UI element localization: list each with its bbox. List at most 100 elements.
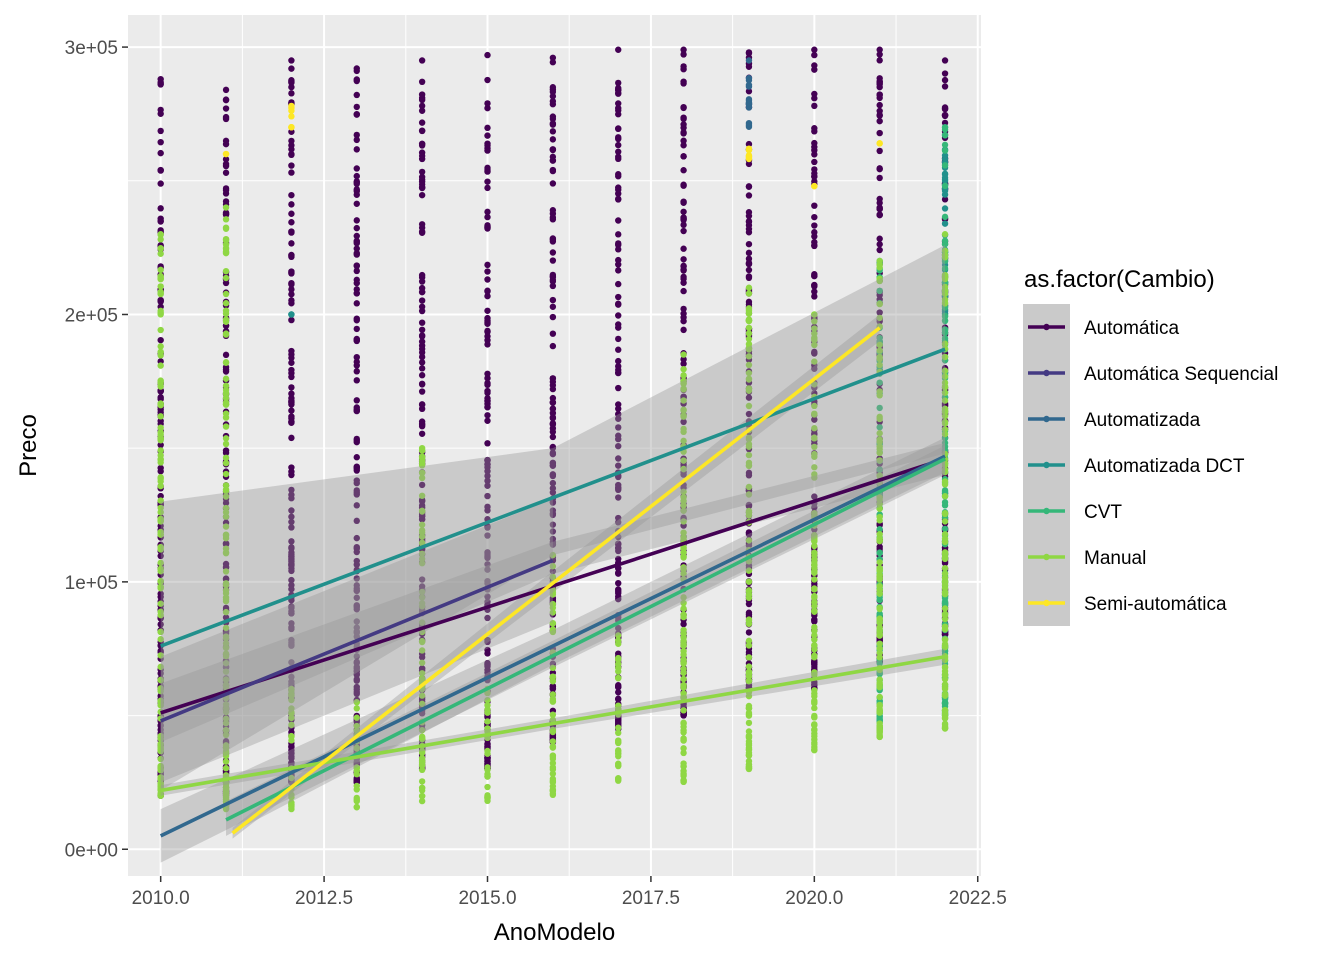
data-point xyxy=(418,453,426,460)
data-point xyxy=(876,404,883,412)
data-point xyxy=(222,786,230,793)
data-point xyxy=(615,300,622,307)
data-point xyxy=(615,100,622,107)
data-point xyxy=(941,240,949,248)
legend-label: Automatizada xyxy=(1084,410,1201,431)
data-point xyxy=(680,103,687,111)
fit-line xyxy=(160,457,946,715)
data-point xyxy=(288,507,295,514)
data-point xyxy=(615,186,622,193)
data-point xyxy=(680,256,687,263)
data-point xyxy=(418,191,426,199)
data-point xyxy=(941,205,949,212)
data-point xyxy=(157,559,164,567)
data-point xyxy=(745,212,753,220)
data-point xyxy=(353,765,360,772)
data-point xyxy=(549,425,557,432)
data-point xyxy=(876,660,883,667)
data-point xyxy=(941,478,949,485)
data-point xyxy=(157,692,164,700)
data-point xyxy=(157,452,164,459)
legend-key-point xyxy=(1043,369,1050,377)
data-point xyxy=(418,507,426,514)
data-point xyxy=(484,532,491,539)
data-point xyxy=(745,728,753,735)
data-point xyxy=(811,592,818,600)
data-point xyxy=(484,456,491,464)
data-point xyxy=(876,438,883,446)
data-point xyxy=(288,513,295,520)
data-point xyxy=(222,523,230,530)
data-point xyxy=(157,435,164,442)
data-point xyxy=(222,225,230,232)
data-point xyxy=(549,664,557,672)
data-point xyxy=(811,493,818,500)
data-point xyxy=(222,749,230,757)
data-point xyxy=(745,249,753,257)
data-point xyxy=(680,605,687,612)
data-point xyxy=(222,587,230,594)
data-point xyxy=(615,587,622,595)
data-point xyxy=(876,424,883,431)
data-point xyxy=(288,524,295,531)
data-point xyxy=(745,81,753,89)
legend-label: Automatizada DCT xyxy=(1084,456,1245,477)
data-point xyxy=(353,587,360,595)
data-point xyxy=(288,65,295,72)
data-point xyxy=(418,332,426,339)
data-point xyxy=(811,654,818,661)
data-point xyxy=(941,335,949,342)
data-point xyxy=(745,273,753,280)
data-point xyxy=(876,702,883,710)
data-point xyxy=(745,752,753,759)
data-point xyxy=(222,701,230,708)
data-point xyxy=(876,347,883,354)
data-point xyxy=(353,172,360,180)
data-point xyxy=(876,654,883,661)
data-point xyxy=(615,79,622,87)
data-point xyxy=(615,750,622,757)
data-point xyxy=(876,649,883,657)
fit-line xyxy=(160,347,946,648)
data-point xyxy=(222,608,230,616)
data-point xyxy=(876,204,883,211)
data-point xyxy=(745,600,753,608)
data-point xyxy=(745,307,753,315)
data-point xyxy=(876,314,883,322)
data-point xyxy=(353,698,360,706)
data-point xyxy=(418,359,426,366)
data-point xyxy=(941,420,949,427)
data-point xyxy=(680,488,687,495)
data-point xyxy=(876,257,883,265)
data-point xyxy=(222,290,230,298)
data-point xyxy=(745,670,753,677)
data-point xyxy=(941,340,949,347)
data-point xyxy=(615,134,622,141)
data-point xyxy=(745,709,753,717)
data-point xyxy=(615,246,622,253)
data-point xyxy=(615,240,622,247)
data-point xyxy=(353,714,360,721)
data-point xyxy=(288,251,295,259)
data-point xyxy=(876,91,883,98)
data-point xyxy=(615,654,622,662)
data-point xyxy=(157,362,164,369)
data-point xyxy=(615,312,622,319)
data-point xyxy=(615,432,622,439)
data-point xyxy=(418,444,426,452)
data-point xyxy=(222,640,230,647)
data-point xyxy=(549,743,557,751)
data-point xyxy=(484,467,491,475)
data-point xyxy=(549,101,557,108)
data-point xyxy=(288,551,295,558)
data-point xyxy=(353,368,360,375)
data-point xyxy=(549,673,557,681)
data-point xyxy=(941,247,949,254)
data-point xyxy=(288,316,295,324)
legend-key-point xyxy=(1043,553,1050,561)
data-point xyxy=(615,366,622,374)
data-point xyxy=(222,414,230,421)
data-point xyxy=(745,361,753,369)
data-point xyxy=(484,646,491,654)
data-point xyxy=(745,531,753,538)
